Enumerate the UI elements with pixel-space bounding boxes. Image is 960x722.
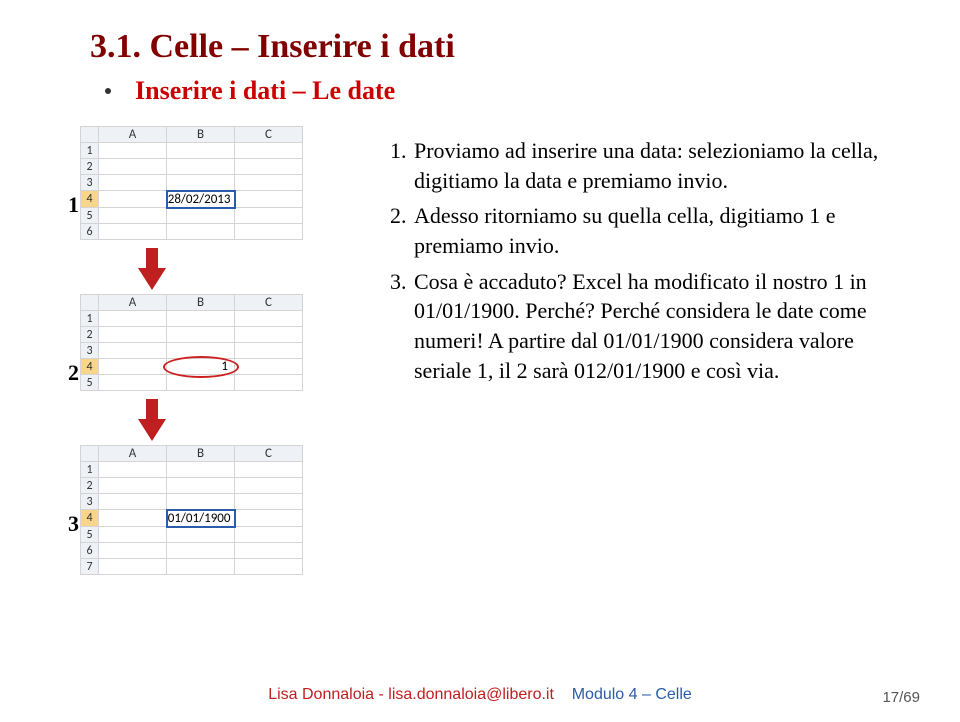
- arrow-down-icon: [138, 399, 166, 441]
- row-header: 6: [81, 224, 99, 240]
- sheet-corner: [81, 127, 99, 143]
- mini-sheet-2: A B C 1 2 3 4 1 5: [80, 294, 303, 391]
- step-number: 3.: [390, 267, 414, 386]
- sheet-corner: [81, 295, 99, 311]
- list-item: 2. Adesso ritorniamo su quella cella, di…: [390, 201, 900, 260]
- list-item: 3. Cosa è accaduto? Excel ha modificato …: [390, 267, 900, 386]
- footer-author: Lisa Donnaloia - lisa.donnaloia@libero.i…: [268, 686, 554, 703]
- mini-sheet-1: A B C 1 2 3 4 28/02/2013 5 6: [80, 126, 303, 240]
- selected-cell: 1: [167, 359, 235, 375]
- col-header: A: [99, 446, 167, 462]
- row-header: 5: [81, 375, 99, 391]
- step-text: Adesso ritorniamo su quella cella, digit…: [414, 201, 900, 260]
- step-text: Proviamo ad inserire una data: selezioni…: [414, 136, 900, 195]
- row-header: 2: [81, 159, 99, 175]
- screenshots-column: 1 A B C 1 2 3 4 28/02/2013 5 6 2: [40, 126, 360, 583]
- row-header: 3: [81, 494, 99, 510]
- row-header-selected: 4: [81, 510, 99, 527]
- step-label-3: 3: [68, 511, 79, 537]
- row-header: 1: [81, 311, 99, 327]
- row-header: 5: [81, 527, 99, 543]
- col-header: C: [235, 127, 303, 143]
- step-number: 2.: [390, 201, 414, 260]
- col-header: C: [235, 295, 303, 311]
- row-header: 1: [81, 462, 99, 478]
- step-label-2: 2: [68, 360, 79, 386]
- content-row: 1 A B C 1 2 3 4 28/02/2013 5 6 2: [40, 126, 920, 583]
- row-header-selected: 4: [81, 359, 99, 375]
- subheading-row: Inserire i dati – Le date: [85, 76, 920, 106]
- row-header: 7: [81, 559, 99, 575]
- sheet-block-1: 1 A B C 1 2 3 4 28/02/2013 5 6: [80, 126, 360, 240]
- col-header: A: [99, 295, 167, 311]
- col-header: B: [167, 295, 235, 311]
- row-header: 5: [81, 208, 99, 224]
- col-header: A: [99, 127, 167, 143]
- steps-text-column: 1. Proviamo ad inserire una data: selezi…: [360, 126, 920, 583]
- row-header-selected: 4: [81, 191, 99, 208]
- page-footer: Lisa Donnaloia - lisa.donnaloia@libero.i…: [0, 686, 960, 704]
- cell-value: 1: [221, 359, 228, 374]
- steps-list: 1. Proviamo ad inserire una data: selezi…: [390, 136, 900, 386]
- col-header: B: [167, 127, 235, 143]
- page-number: 17/69: [882, 689, 920, 706]
- col-header: C: [235, 446, 303, 462]
- page-subheading: Inserire i dati – Le date: [135, 76, 395, 106]
- col-header: B: [167, 446, 235, 462]
- list-item: 1. Proviamo ad inserire una data: selezi…: [390, 136, 900, 195]
- row-header: 1: [81, 143, 99, 159]
- bullet-icon: [105, 88, 111, 94]
- row-header: 3: [81, 343, 99, 359]
- selected-cell: 01/01/1900: [167, 510, 235, 527]
- page-heading: 3.1. Celle – Inserire i dati: [90, 28, 920, 66]
- row-header: 3: [81, 175, 99, 191]
- selected-cell: 28/02/2013: [167, 191, 235, 208]
- sheet-corner: [81, 446, 99, 462]
- row-header: 2: [81, 478, 99, 494]
- mini-sheet-3: A B C 1 2 3 4 01/01/1900 5 6 7: [80, 445, 303, 575]
- step-text: Cosa è accaduto? Excel ha modificato il …: [414, 267, 900, 386]
- sheet-block-2: 2 A B C 1 2 3 4 1 5: [80, 294, 360, 391]
- arrow-down-icon: [138, 248, 166, 290]
- sheet-block-3: 3 A B C 1 2 3 4 01/01/1900 5 6 7: [80, 445, 360, 575]
- step-number: 1.: [390, 136, 414, 195]
- footer-module: Modulo 4 – Celle: [572, 686, 692, 703]
- row-header: 6: [81, 543, 99, 559]
- step-label-1: 1: [68, 192, 79, 218]
- row-header: 2: [81, 327, 99, 343]
